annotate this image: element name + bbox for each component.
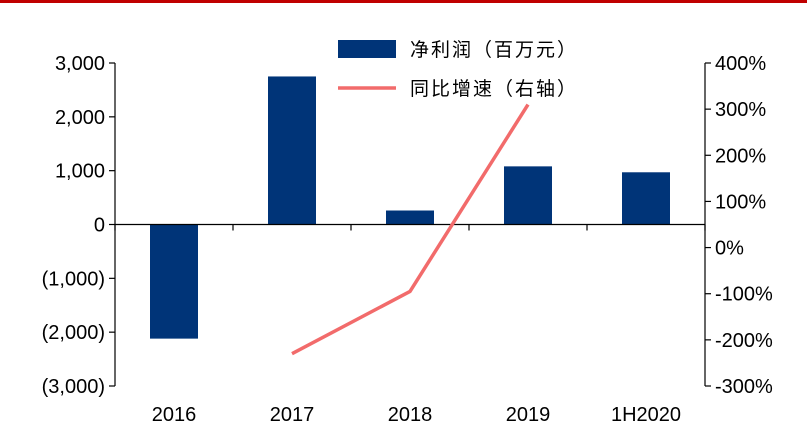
y-tick-label-left: (1,000)	[42, 268, 105, 290]
bar-2017	[268, 76, 316, 225]
bar-1H2020	[622, 172, 670, 225]
y-tick-label-right: 100%	[715, 191, 766, 213]
bar-2019	[504, 166, 552, 225]
y-tick-label-left: 1,000	[55, 161, 105, 183]
y-tick-label-right: 200%	[715, 145, 766, 167]
x-tick-label: 2017	[270, 404, 315, 426]
top-rule	[0, 0, 807, 3]
x-tick-label: 2016	[152, 404, 197, 426]
y-tick-label-left: 3,000	[55, 53, 105, 75]
y-tick-label-left: 2,000	[55, 107, 105, 129]
y-tick-label-right: 0%	[715, 238, 744, 260]
y-tick-label-right: 400%	[715, 53, 766, 75]
y-tick-label-right: -300%	[715, 376, 773, 398]
bar-2016	[150, 224, 198, 339]
y-tick-label-right: -200%	[715, 330, 773, 352]
y-tick-label-left: 0	[94, 215, 105, 237]
legend-swatch-net-profit	[338, 40, 396, 58]
growth-line	[291, 103, 530, 356]
y-tick-label-left: (2,000)	[42, 322, 105, 344]
legend-label-net-profit: 净利润（百万元）	[410, 39, 578, 61]
bar-2018	[386, 210, 434, 225]
legend-label-growth: 同比增速（右轴）	[410, 78, 578, 100]
x-tick-label: 1H2020	[611, 404, 681, 426]
y-tick-label-right: -100%	[715, 284, 773, 306]
x-tick-label: 2018	[388, 404, 433, 426]
y-tick-label-right: 300%	[715, 99, 766, 121]
y-tick-label-left: (3,000)	[42, 376, 105, 398]
x-tick-label: 2019	[506, 404, 551, 426]
